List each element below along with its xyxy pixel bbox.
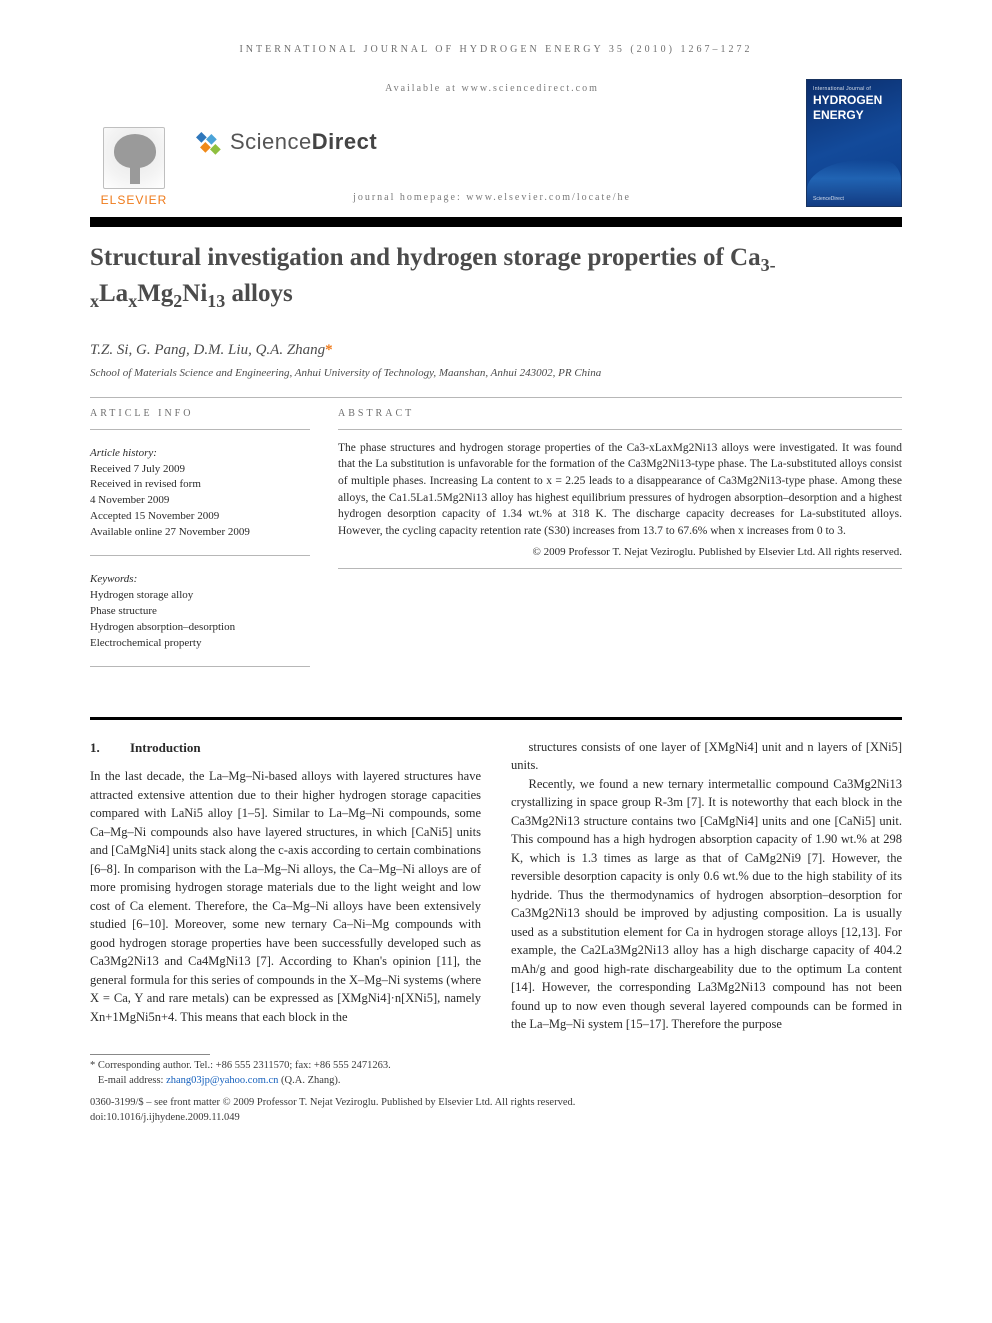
masthead-center: Available at www.sciencedirect.com ◆◆◆◆ … <box>194 79 790 207</box>
paragraph: In the last decade, the La–Mg–Ni-based a… <box>90 767 481 1026</box>
history-revised-1: Received in revised form <box>90 477 310 493</box>
publisher-block: ELSEVIER <box>90 79 178 207</box>
paragraph: Recently, we found a new ternary interme… <box>511 775 902 1034</box>
cover-footer: ScienceDirect <box>813 196 844 202</box>
section-title: Introduction <box>130 740 201 755</box>
abstract-column: ABSTRACT The phase structures and hydrog… <box>338 408 902 683</box>
email-label: E-mail address: <box>98 1075 166 1086</box>
history-label: Article history: <box>90 446 310 462</box>
sciencedirect-mark-icon: ◆◆◆◆ <box>194 128 222 156</box>
issn-copyright: 0360-3199/$ – see front matter © 2009 Pr… <box>90 1096 902 1111</box>
section-heading: 1.Introduction <box>90 738 481 757</box>
keyword: Electrochemical property <box>90 636 310 652</box>
abstract-copyright: © 2009 Professor T. Nejat Veziroglu. Pub… <box>338 546 902 558</box>
paragraph: structures consists of one layer of [XMg… <box>511 738 902 775</box>
info-rule-3 <box>90 666 310 667</box>
sciencedirect-wordmark: ScienceDirect <box>230 129 377 155</box>
corresponding-mark-icon: * <box>325 342 333 358</box>
footnote-rule <box>90 1054 210 1055</box>
title-top-rule <box>90 217 902 227</box>
abstract-top-rule <box>338 429 902 430</box>
info-rule-2 <box>90 555 310 556</box>
article-info-column: ARTICLE INFO Article history: Received 7… <box>90 408 310 683</box>
email-tail: (Q.A. Zhang). <box>278 1075 340 1086</box>
keywords-label: Keywords: <box>90 572 310 588</box>
info-abstract-row: ARTICLE INFO Article history: Received 7… <box>90 408 902 683</box>
cover-overline: International Journal of <box>813 86 895 92</box>
journal-cover-thumbnail: International Journal of HYDROGEN ENERGY… <box>806 79 902 207</box>
author-line: T.Z. Si, G. Pang, D.M. Liu, Q.A. Zhang* <box>90 342 902 359</box>
authors: T.Z. Si, G. Pang, D.M. Liu, Q.A. Zhang <box>90 342 325 358</box>
elsevier-tree-icon <box>103 127 165 189</box>
article-title: Structural investigation and hydrogen st… <box>90 241 902 314</box>
keyword: Phase structure <box>90 604 310 620</box>
body-text: 1.Introduction In the last decade, the L… <box>90 738 902 1034</box>
cover-title-1: HYDROGEN <box>813 94 895 107</box>
keywords-block: Keywords: Hydrogen storage alloy Phase s… <box>90 572 310 652</box>
keyword: Hydrogen storage alloy <box>90 588 310 604</box>
email-link[interactable]: zhang03jp@yahoo.com.cn <box>166 1075 278 1086</box>
doi: doi:10.1016/j.ijhydene.2009.11.049 <box>90 1111 902 1126</box>
abstract-heading: ABSTRACT <box>338 408 902 419</box>
masthead: ELSEVIER Available at www.sciencedirect.… <box>90 79 902 207</box>
info-top-rule <box>90 397 902 398</box>
cover-title-2: ENERGY <box>813 109 895 122</box>
article-info-heading: ARTICLE INFO <box>90 408 310 419</box>
page-footer: 0360-3199/$ – see front matter © 2009 Pr… <box>90 1096 902 1125</box>
article-history: Article history: Received 7 July 2009 Re… <box>90 446 310 542</box>
abstract-bottom-rule <box>338 568 902 569</box>
abstract-text: The phase structures and hydrogen storag… <box>338 440 902 540</box>
cover-column: International Journal of HYDROGEN ENERGY… <box>806 79 902 207</box>
section-number: 1. <box>90 738 130 757</box>
history-online: Available online 27 November 2009 <box>90 525 310 541</box>
journal-homepage: journal homepage: www.elsevier.com/locat… <box>194 192 790 203</box>
corresponding-author-footnote: * Corresponding author. Tel.: +86 555 23… <box>90 1059 902 1074</box>
affiliation: School of Materials Science and Engineer… <box>90 367 902 379</box>
available-at: Available at www.sciencedirect.com <box>194 83 790 94</box>
keyword: Hydrogen absorption–desorption <box>90 620 310 636</box>
history-revised-2: 4 November 2009 <box>90 493 310 509</box>
sciencedirect-logo: ◆◆◆◆ ScienceDirect <box>194 128 790 156</box>
footnotes: * Corresponding author. Tel.: +86 555 23… <box>90 1054 902 1088</box>
publisher-name: ELSEVIER <box>101 193 168 207</box>
running-head: INTERNATIONAL JOURNAL OF HYDROGEN ENERGY… <box>90 44 902 55</box>
email-footnote: E-mail address: zhang03jp@yahoo.com.cn (… <box>90 1074 902 1089</box>
body-top-rule <box>90 717 902 720</box>
history-accepted: Accepted 15 November 2009 <box>90 509 310 525</box>
history-received: Received 7 July 2009 <box>90 462 310 478</box>
info-rule-1 <box>90 429 310 430</box>
